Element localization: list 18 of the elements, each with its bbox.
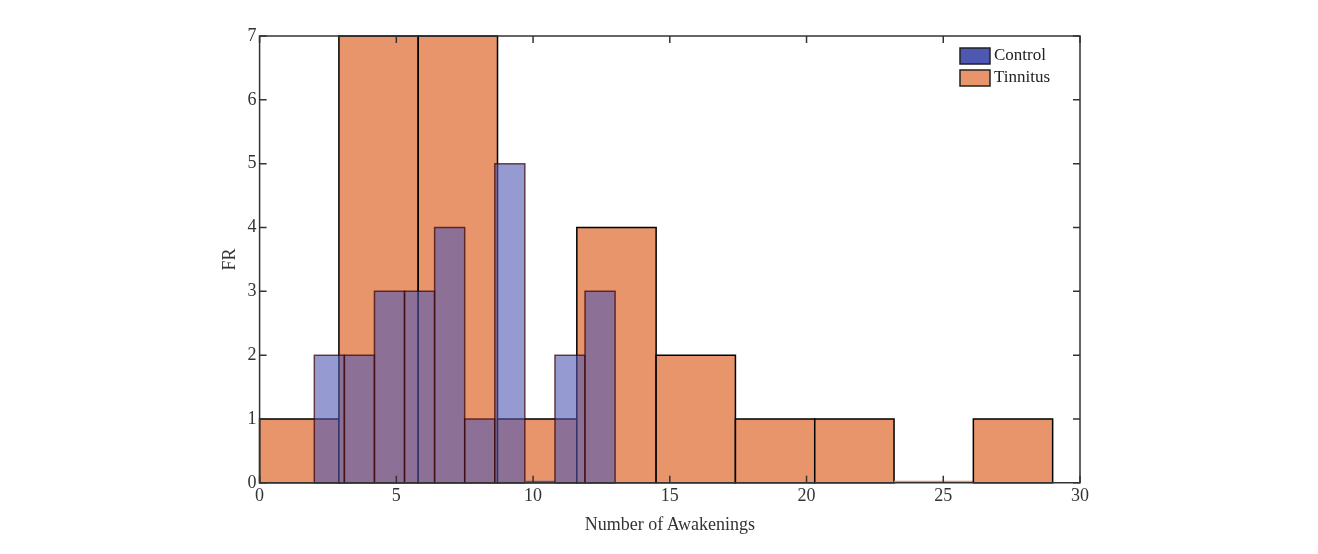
y-tick-label: 0 (247, 471, 257, 492)
x-tick-label: 30 (1071, 485, 1089, 506)
x-tick-label: 25 (934, 485, 953, 506)
legend-label: Control (994, 45, 1047, 65)
y-axis-title: FR (218, 248, 239, 271)
y-tick-label: 1 (247, 407, 257, 428)
y-tick-label: 2 (247, 343, 257, 364)
x-tick-label: 15 (660, 485, 679, 506)
x-tick-label: 10 (524, 485, 543, 506)
y-tick-label: 5 (247, 152, 257, 173)
legend-label: Tinnitus (994, 67, 1051, 87)
y-tick-label: 3 (247, 280, 257, 301)
y-tick-label: 4 (247, 216, 257, 237)
y-tick-label: 7 (247, 24, 257, 45)
x-axis-title: Number of Awakenings (584, 513, 755, 534)
y-tick-label: 6 (247, 88, 257, 109)
x-tick-label: 5 (391, 485, 401, 506)
x-tick-label: 20 (797, 485, 816, 506)
